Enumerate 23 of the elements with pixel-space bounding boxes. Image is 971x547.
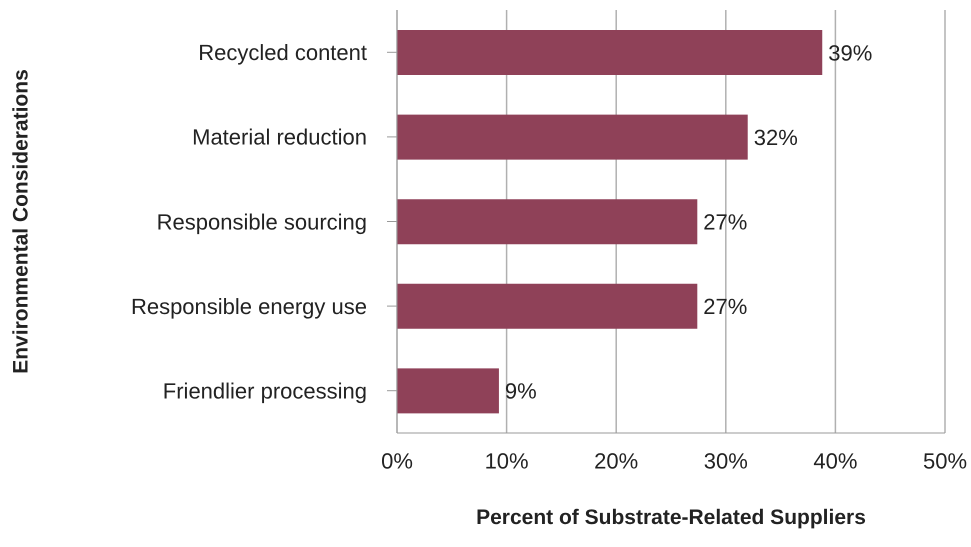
x-tick-label: 0% — [381, 448, 413, 474]
x-tick-label: 50% — [922, 448, 968, 474]
x-tick-label: 10% — [484, 448, 529, 474]
bar — [397, 199, 698, 244]
x-tick-label: 30% — [704, 448, 748, 474]
y-tick-label: Responsible energy use — [130, 294, 367, 319]
x-tick-label: 40% — [813, 448, 858, 474]
data-label: 27% — [703, 294, 748, 320]
y-tick-label: Material reduction — [192, 124, 367, 150]
y-tick-label: Friendlier processing — [162, 378, 367, 404]
bar — [397, 284, 698, 329]
bar — [397, 114, 748, 160]
bar — [397, 30, 822, 75]
y-tick-label: Responsible sourcing — [156, 209, 367, 234]
x-tick-label: 20% — [594, 448, 638, 474]
y-axis-title: Environmental Considerations — [9, 69, 32, 374]
data-label: 39% — [828, 40, 872, 66]
x-axis-title: Percent of Substrate-Related Suppliers — [476, 506, 866, 529]
data-label: 27% — [703, 210, 748, 235]
data-label: 32% — [754, 124, 798, 150]
y-tick-label: Recycled content — [198, 40, 367, 66]
data-label: 9% — [504, 378, 537, 404]
bar — [397, 368, 499, 414]
